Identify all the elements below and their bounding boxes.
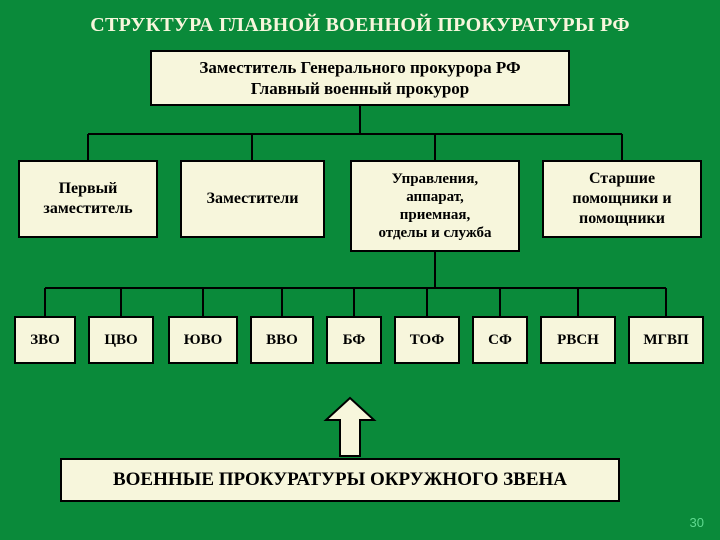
label: БФ xyxy=(343,332,366,349)
leaf-rvsn: РВСН xyxy=(540,316,616,364)
label: приемная, xyxy=(400,206,471,224)
label: ЦВО xyxy=(104,332,137,349)
node-top: Заместитель Генерального прокурора РФ Гл… xyxy=(150,50,570,106)
label: ВОЕННЫЕ ПРОКУРАТУРЫ ОКРУЖНОГО ЗВЕНА xyxy=(113,469,567,491)
node-assistants: Старшие помощники и помощники xyxy=(542,160,702,238)
label: СФ xyxy=(488,332,512,349)
leaf-zvo: ЗВО xyxy=(14,316,76,364)
leaf-yuvo: ЮВО xyxy=(168,316,238,364)
label: Заместители xyxy=(207,190,299,208)
label: заместитель xyxy=(43,199,132,219)
label: Первый xyxy=(59,179,118,199)
node-departments: Управления, аппарат, приемная, отделы и … xyxy=(350,160,520,252)
diagram-title: СТРУКТУРА ГЛАВНОЙ ВОЕННОЙ ПРОКУРАТУРЫ РФ xyxy=(0,0,720,37)
node-top-line2: Главный военный прокурор xyxy=(251,78,469,99)
node-deputies: Заместители xyxy=(180,160,325,238)
node-district-level: ВОЕННЫЕ ПРОКУРАТУРЫ ОКРУЖНОГО ЗВЕНА xyxy=(60,458,620,502)
label: помощники и xyxy=(572,189,671,209)
leaf-bf: БФ xyxy=(326,316,382,364)
label: Управления, xyxy=(392,170,478,188)
label: ВВО xyxy=(266,332,298,349)
label: ТОФ xyxy=(410,332,445,349)
leaf-mgvp: МГВП xyxy=(628,316,704,364)
leaf-sf: СФ xyxy=(472,316,528,364)
node-top-line1: Заместитель Генерального прокурора РФ xyxy=(199,57,520,78)
label: аппарат, xyxy=(406,188,464,206)
leaf-tof: ТОФ xyxy=(394,316,460,364)
label: Старшие xyxy=(589,169,655,189)
leaf-cvo: ЦВО xyxy=(88,316,154,364)
page-number: 30 xyxy=(690,515,704,530)
leaf-vvo: ВВО xyxy=(250,316,314,364)
arrow-up-icon xyxy=(326,398,374,456)
node-first-deputy: Первый заместитель xyxy=(18,160,158,238)
label: ЗВО xyxy=(30,332,60,349)
label: ЮВО xyxy=(184,332,223,349)
label: МГВП xyxy=(643,332,688,349)
label: помощники xyxy=(579,209,665,229)
label: отделы и служба xyxy=(378,224,491,242)
label: РВСН xyxy=(557,332,599,349)
